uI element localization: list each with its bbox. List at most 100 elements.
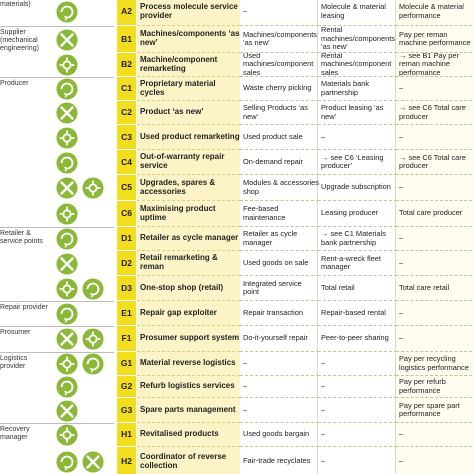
product-oriented: Machines/components ‘as new’: [240, 26, 319, 53]
use-oriented: –: [318, 447, 397, 474]
result-oriented: Pay per refurb performance: [396, 376, 474, 398]
use-oriented: –: [318, 398, 397, 423]
strategy-name: Retailer as cycle manager: [137, 227, 240, 251]
product-oriented: Used goods on sale: [240, 251, 319, 276]
icon: [56, 151, 78, 174]
result-oriented: –: [396, 447, 474, 474]
group-separator: [0, 326, 114, 327]
table-row: Logistics provider G1 Material reverse log…: [0, 352, 474, 376]
table-row: H2 Coordinator of reverse collection Fair-…: [0, 447, 474, 474]
icon-group: [56, 423, 114, 447]
icon: [56, 177, 78, 199]
table-row: Producer C1 Proprietary material cycles Was…: [0, 77, 474, 101]
strategy-name: Machine/component remarketing: [137, 53, 240, 77]
strategy-code: C3: [117, 125, 136, 150]
strategy-code: C6: [117, 201, 136, 227]
result-oriented: Pay per reman machine performance: [396, 26, 474, 53]
group-separator: [0, 301, 114, 302]
strategy-code: E1: [117, 301, 136, 326]
icon: [82, 451, 104, 473]
icon: [56, 102, 78, 124]
icon-group: [56, 447, 114, 474]
result-oriented: –: [396, 326, 474, 352]
result-oriented: –: [396, 227, 474, 251]
use-oriented: Total retail: [318, 276, 397, 301]
use-oriented: –: [318, 125, 397, 150]
use-oriented: Peer-to-peer sharing: [318, 326, 397, 352]
strategy-code: F1: [117, 326, 136, 352]
result-oriented: Pay per recycling logistics performance: [396, 352, 474, 376]
strategy-code: C4: [117, 150, 136, 175]
icon-group: [56, 101, 114, 125]
product-oriented: Used product sale: [240, 125, 319, 150]
icon-group: [56, 201, 114, 227]
product-oriented: Integrated service point: [240, 276, 319, 301]
product-oriented: Fee-based maintenance: [240, 201, 319, 227]
product-oriented: Waste cherry picking: [240, 77, 319, 101]
strategy-name: Repair gap exploiter: [137, 301, 240, 326]
result-oriented: –: [396, 77, 474, 101]
product-oriented: On-demand repair: [240, 150, 319, 175]
table-row: C5 Upgrades, spares & accessories Modules …: [0, 175, 474, 201]
icon: [56, 203, 78, 225]
icon-group: [56, 0, 114, 26]
result-oriented: –: [396, 423, 474, 447]
icon-group: [56, 398, 114, 423]
strategy-name: Revitalised products: [137, 423, 240, 447]
table-row: materials) A2 Process molecule service pro…: [0, 0, 474, 26]
use-oriented: Molecule & material leasing: [318, 0, 397, 26]
table-row: C3 Used product remarketing Used product s…: [0, 125, 474, 150]
icon-group: [56, 26, 114, 53]
product-oriented: Retailer as cycle manager: [240, 227, 319, 251]
strategy-code: B2: [117, 53, 136, 77]
strategy-name: Maximising product uptime: [137, 201, 240, 227]
column-divider: [317, 0, 318, 474]
strategy-name: Process molecule service provider: [137, 0, 240, 26]
strategy-name: Proprietary material cycles: [137, 77, 240, 101]
result-oriented: → see C6 Total care producer: [396, 101, 474, 125]
strategy-code: H1: [117, 423, 136, 447]
strategy-code: D3: [117, 276, 136, 301]
table-row: Recovery manager H1 Revitalised products Us…: [0, 423, 474, 447]
table-row: Retailer & service points D1 Retailer as c…: [0, 227, 474, 251]
strategy-code: G2: [117, 376, 136, 398]
group-separator: [0, 26, 114, 27]
icon-group: [56, 77, 114, 101]
strategy-name: Spare parts management: [137, 398, 240, 423]
actor-label: Producer: [0, 80, 29, 87]
table-row: D2 Retail remarketing & reman Used goods o…: [0, 251, 474, 276]
icon-group: [56, 125, 114, 150]
icon: [56, 376, 78, 398]
strategy-code: H2: [117, 447, 136, 474]
table-row: D3 One-stop shop (retail) Integrated servi…: [0, 276, 474, 301]
product-oriented: Selling Products ‘as new’: [240, 101, 319, 125]
product-oriented: Used goods bargain: [240, 423, 319, 447]
group-separator: [0, 77, 114, 78]
icon-group: [56, 150, 114, 175]
table-row: Prosumer F1 Prosumer support system Do-it-y…: [0, 326, 474, 352]
icon-group: [56, 326, 114, 352]
result-oriented: –: [396, 301, 474, 326]
actor-label: Logistics provider: [0, 355, 28, 370]
strategy-code: B1: [117, 26, 136, 53]
strategy-name: One-stop shop (retail): [137, 276, 240, 301]
icon: [82, 328, 104, 350]
actor-label: Recovery manager: [0, 426, 30, 441]
icon: [56, 228, 78, 250]
icon: [56, 353, 78, 375]
use-oriented: Leasing producer: [318, 201, 397, 227]
icon: [56, 302, 78, 325]
strategy-code: G1: [117, 352, 136, 376]
icon-group: [56, 301, 114, 326]
use-oriented: → see C6 ‘Leasing producer’: [318, 150, 397, 175]
column-divider: [395, 0, 396, 474]
strategy-name: Out-of-warranty repair service: [137, 150, 240, 175]
table-row: G3 Spare parts management – – Pay per spare …: [0, 398, 474, 423]
icon-group: [56, 53, 114, 77]
strategy-name: Machines/components ‘as new’: [137, 26, 240, 53]
strategy-name: Product ‘as new’: [137, 101, 240, 125]
strategy-name: Retail remarketing & reman: [137, 251, 240, 276]
table-row: Supplier (mechanical engineering) B1 Machi…: [0, 26, 474, 53]
result-oriented: → see C6 Total care producer: [396, 150, 474, 175]
icon-group: [56, 251, 114, 276]
